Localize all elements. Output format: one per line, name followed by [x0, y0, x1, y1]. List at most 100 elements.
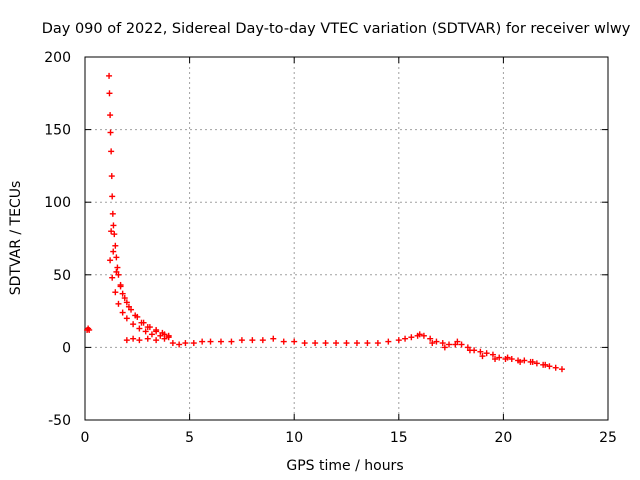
data-point	[130, 335, 137, 342]
data-point	[107, 112, 114, 119]
data-point	[546, 363, 553, 370]
data-point	[508, 356, 515, 363]
data-point	[119, 309, 126, 316]
x-tick-label: 0	[81, 430, 90, 446]
data-point	[123, 299, 130, 306]
data-point	[169, 340, 176, 347]
data-points	[84, 72, 565, 373]
data-point	[107, 129, 114, 136]
data-point	[190, 340, 197, 347]
data-point	[420, 332, 427, 339]
data-point	[542, 361, 549, 368]
data-point	[132, 312, 139, 319]
x-tick-label: 15	[390, 430, 408, 446]
data-point	[161, 335, 168, 342]
data-point	[517, 358, 524, 365]
y-tick-label: 200	[44, 50, 71, 66]
x-tick-label: 25	[599, 430, 617, 446]
data-point	[110, 248, 117, 255]
data-point	[108, 228, 115, 235]
data-point	[217, 338, 224, 345]
data-point	[199, 338, 206, 345]
data-point	[433, 338, 440, 345]
data-point	[322, 340, 329, 347]
data-point	[130, 321, 137, 328]
data-point	[109, 193, 116, 200]
data-point	[259, 337, 266, 344]
data-point	[280, 338, 287, 345]
data-point	[125, 303, 132, 310]
data-point	[427, 335, 434, 342]
data-point	[111, 231, 118, 238]
y-tick-label: 50	[53, 268, 71, 284]
data-point	[533, 360, 540, 367]
data-point	[207, 338, 214, 345]
data-point	[479, 353, 486, 360]
y-tick-label: 100	[44, 195, 71, 211]
y-tick-label: -50	[48, 413, 71, 429]
x-axis-label: GPS time / hours	[286, 458, 403, 474]
data-point	[123, 337, 130, 344]
data-point	[374, 340, 381, 347]
data-point	[86, 326, 93, 333]
data-point	[521, 357, 528, 364]
chart-title: Day 090 of 2022, Sidereal Day-to-day VTE…	[42, 21, 631, 37]
grid-lines	[85, 57, 608, 420]
data-point	[364, 340, 371, 347]
data-point	[529, 358, 536, 365]
data-point	[112, 242, 119, 249]
x-tick-label: 10	[285, 430, 303, 446]
data-point	[115, 300, 122, 307]
data-point	[109, 210, 116, 217]
axis-ticks: 0 5 10 15 20 25 -50 0 50 100 150 200	[44, 50, 617, 446]
data-point	[312, 340, 319, 347]
data-point	[291, 338, 298, 345]
data-point	[402, 335, 409, 342]
data-point	[439, 340, 446, 347]
data-point	[114, 264, 121, 271]
data-point	[106, 90, 113, 97]
data-point	[477, 348, 484, 355]
y-tick-label: 0	[62, 340, 71, 356]
data-point	[333, 340, 340, 347]
data-point	[108, 148, 115, 155]
y-axis-label: SDTVAR / TECUs	[8, 181, 24, 296]
data-point	[117, 283, 124, 290]
data-point	[454, 338, 461, 345]
data-point	[107, 257, 114, 264]
data-point	[144, 324, 151, 331]
data-point	[108, 173, 115, 180]
data-point	[182, 340, 189, 347]
data-point	[466, 347, 473, 354]
data-point	[441, 344, 448, 351]
data-point	[109, 274, 116, 281]
data-point	[136, 325, 143, 332]
data-point	[489, 351, 496, 358]
data-point	[238, 337, 245, 344]
data-point	[157, 332, 164, 339]
data-point	[148, 331, 155, 338]
data-point	[121, 295, 128, 302]
data-point	[176, 341, 183, 348]
data-point	[106, 72, 113, 79]
data-point	[395, 337, 402, 344]
data-point	[458, 341, 465, 348]
data-point	[492, 356, 499, 363]
data-point	[165, 334, 172, 341]
data-point	[429, 340, 436, 347]
data-point	[123, 315, 130, 322]
data-point	[112, 289, 119, 296]
data-point	[504, 354, 511, 361]
data-point	[138, 319, 145, 326]
x-tick-label: 20	[494, 430, 512, 446]
data-point	[113, 268, 120, 275]
data-point	[110, 222, 117, 229]
x-tick-label: 5	[185, 430, 194, 446]
data-point	[249, 337, 256, 344]
data-point	[408, 334, 415, 341]
data-point	[144, 335, 151, 342]
y-tick-label: 150	[44, 123, 71, 139]
data-point	[483, 350, 490, 357]
data-point	[446, 341, 453, 348]
